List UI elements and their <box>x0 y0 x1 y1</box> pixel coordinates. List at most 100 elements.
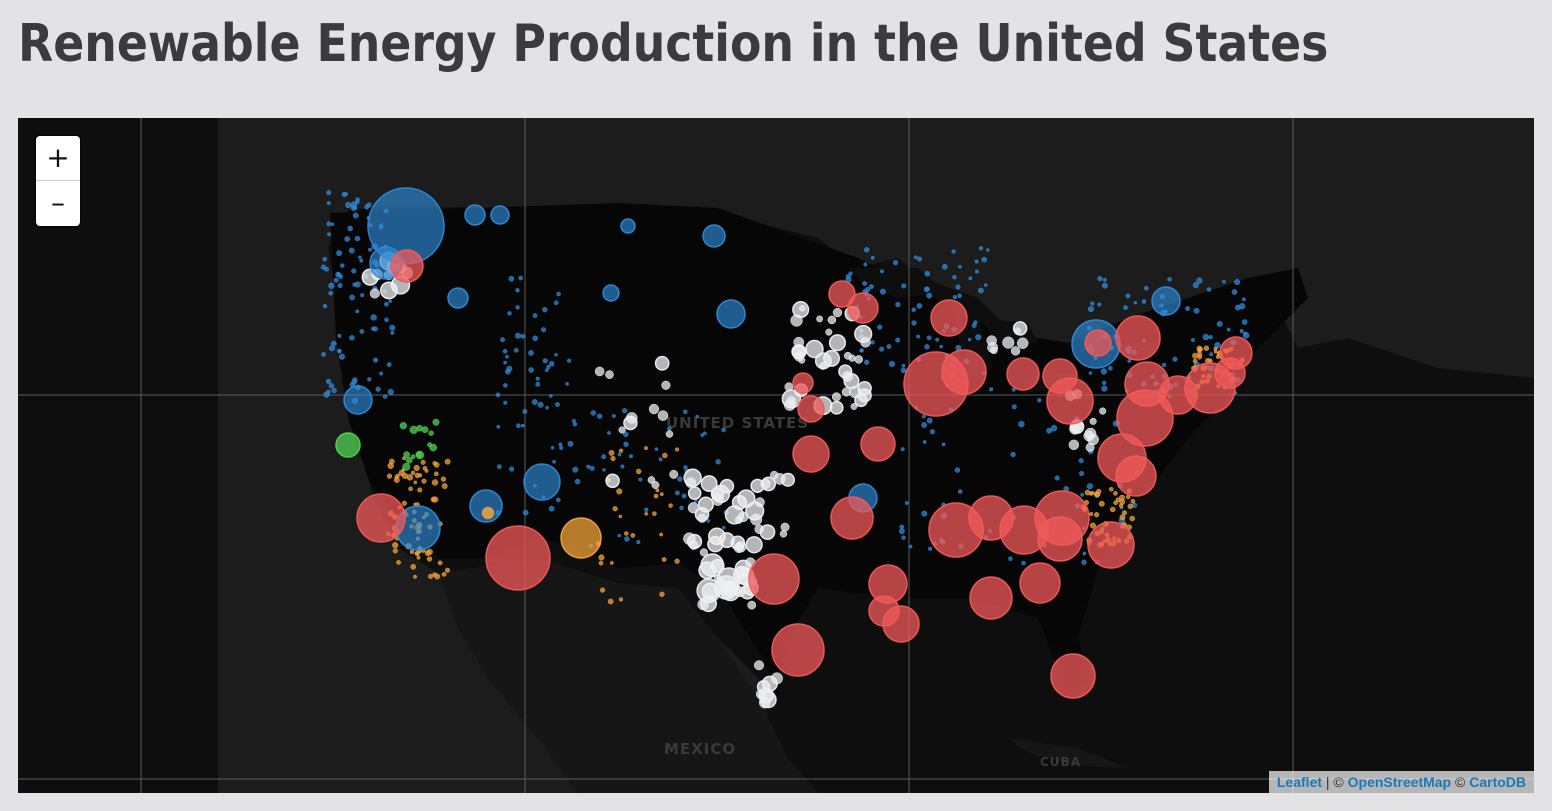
hydro-marker[interactable] <box>326 190 332 196</box>
hydro-marker[interactable] <box>865 286 871 293</box>
hydro-marker[interactable] <box>899 528 905 535</box>
hydro-marker[interactable] <box>926 417 933 424</box>
hydro-marker[interactable] <box>916 303 923 309</box>
hydro-marker[interactable] <box>1141 299 1147 304</box>
hydro-marker[interactable] <box>1167 277 1172 282</box>
solar-marker[interactable] <box>440 476 447 482</box>
hydro-marker[interactable] <box>344 192 348 196</box>
hydro-marker[interactable] <box>978 246 984 251</box>
hydro-marker[interactable] <box>523 463 561 501</box>
wind-marker[interactable] <box>1010 346 1021 356</box>
hydro-marker[interactable] <box>1127 358 1132 363</box>
hydro-marker[interactable] <box>508 275 515 282</box>
hydro-marker[interactable] <box>879 346 885 352</box>
solar-marker[interactable] <box>1109 506 1116 513</box>
solar-marker[interactable] <box>618 514 623 519</box>
hydro-marker[interactable] <box>364 204 370 210</box>
hydro-marker[interactable] <box>572 466 579 473</box>
hydro-marker[interactable] <box>368 247 373 252</box>
solar-marker[interactable] <box>618 597 624 602</box>
solar-marker[interactable] <box>609 561 614 565</box>
wind-marker[interactable] <box>1068 439 1080 451</box>
hydro-marker[interactable] <box>1100 368 1107 375</box>
solar-marker[interactable] <box>1119 499 1126 505</box>
hydro-marker[interactable] <box>683 409 688 414</box>
wind-marker[interactable] <box>754 660 765 671</box>
solar-marker[interactable] <box>432 460 437 466</box>
other-marker[interactable] <box>485 525 551 591</box>
solar-marker[interactable] <box>653 493 659 499</box>
hydro-marker[interactable] <box>870 340 875 345</box>
other-marker[interactable] <box>1116 389 1174 447</box>
hydro-marker[interactable] <box>889 360 896 368</box>
hydro-marker[interactable] <box>952 295 958 300</box>
hydro-marker[interactable] <box>554 352 558 357</box>
hydro-marker[interactable] <box>1086 483 1093 490</box>
hydro-marker[interactable] <box>338 353 345 360</box>
hydro-marker[interactable] <box>360 293 365 298</box>
solar-marker[interactable] <box>386 473 393 479</box>
hydro-marker[interactable] <box>528 367 534 373</box>
hydro-marker[interactable] <box>495 392 501 398</box>
wind-marker[interactable] <box>805 339 824 359</box>
solar-marker[interactable] <box>392 548 398 554</box>
hydro-marker[interactable] <box>620 464 625 469</box>
hydro-marker[interactable] <box>864 247 870 253</box>
solar-marker[interactable] <box>598 560 604 566</box>
wind-marker[interactable] <box>850 402 858 410</box>
geothermal-marker[interactable] <box>415 451 423 458</box>
hydro-marker[interactable] <box>958 489 963 494</box>
hydro-marker[interactable] <box>1202 333 1210 341</box>
hydro-marker[interactable] <box>623 431 629 438</box>
hydro-marker[interactable] <box>617 452 622 457</box>
hydro-marker[interactable] <box>535 376 540 381</box>
hydro-marker[interactable] <box>1143 285 1149 291</box>
hydro-marker[interactable] <box>1151 286 1181 316</box>
solar-marker[interactable] <box>426 556 433 562</box>
hydro-marker[interactable] <box>379 371 384 376</box>
solar-marker[interactable] <box>421 478 427 484</box>
geothermal-marker[interactable] <box>405 457 413 464</box>
hydro-marker[interactable] <box>531 399 538 405</box>
solar-marker[interactable] <box>432 572 437 577</box>
other-marker[interactable] <box>1037 516 1083 562</box>
wind-marker[interactable] <box>724 505 745 525</box>
hydro-marker[interactable] <box>1090 301 1095 306</box>
hydro-marker[interactable] <box>939 344 943 349</box>
hydro-marker[interactable] <box>926 335 932 341</box>
solar-marker[interactable] <box>430 496 437 503</box>
hydro-marker[interactable] <box>968 276 973 281</box>
solar-marker[interactable] <box>624 531 629 536</box>
wind-marker[interactable] <box>683 468 702 488</box>
other-marker[interactable] <box>828 280 856 308</box>
other-marker[interactable] <box>748 553 800 605</box>
other-marker[interactable] <box>1115 455 1157 497</box>
hydro-marker[interactable] <box>1206 287 1212 292</box>
solar-marker[interactable] <box>414 472 421 479</box>
hydro-marker[interactable] <box>506 365 513 372</box>
solar-marker[interactable] <box>1113 491 1118 496</box>
map-canvas[interactable]: UNITED STATES MEXICO CUBA <box>18 118 1534 793</box>
solar-marker[interactable] <box>668 503 673 508</box>
hydro-marker[interactable] <box>908 544 913 549</box>
hydro-marker[interactable] <box>983 283 988 287</box>
solar-marker[interactable] <box>618 448 624 453</box>
solar-marker[interactable] <box>1192 358 1198 364</box>
hydro-marker[interactable] <box>565 382 569 386</box>
hydro-marker[interactable] <box>520 333 526 339</box>
hydro-marker[interactable] <box>927 546 933 551</box>
other-marker[interactable] <box>930 299 968 337</box>
hydro-marker[interactable] <box>359 258 364 263</box>
hydro-marker[interactable] <box>590 410 596 416</box>
hydro-marker[interactable] <box>974 269 979 274</box>
solar-marker[interactable] <box>1203 345 1210 352</box>
solar-marker[interactable] <box>424 550 431 556</box>
hydro-marker[interactable] <box>1082 551 1087 556</box>
solar-marker[interactable] <box>413 464 420 472</box>
wind-marker[interactable] <box>860 336 871 348</box>
hydro-marker[interactable] <box>367 377 372 382</box>
wind-marker[interactable] <box>843 372 860 390</box>
hydro-marker[interactable] <box>324 266 330 272</box>
solar-marker[interactable] <box>420 459 426 465</box>
wind-marker[interactable] <box>779 530 788 538</box>
